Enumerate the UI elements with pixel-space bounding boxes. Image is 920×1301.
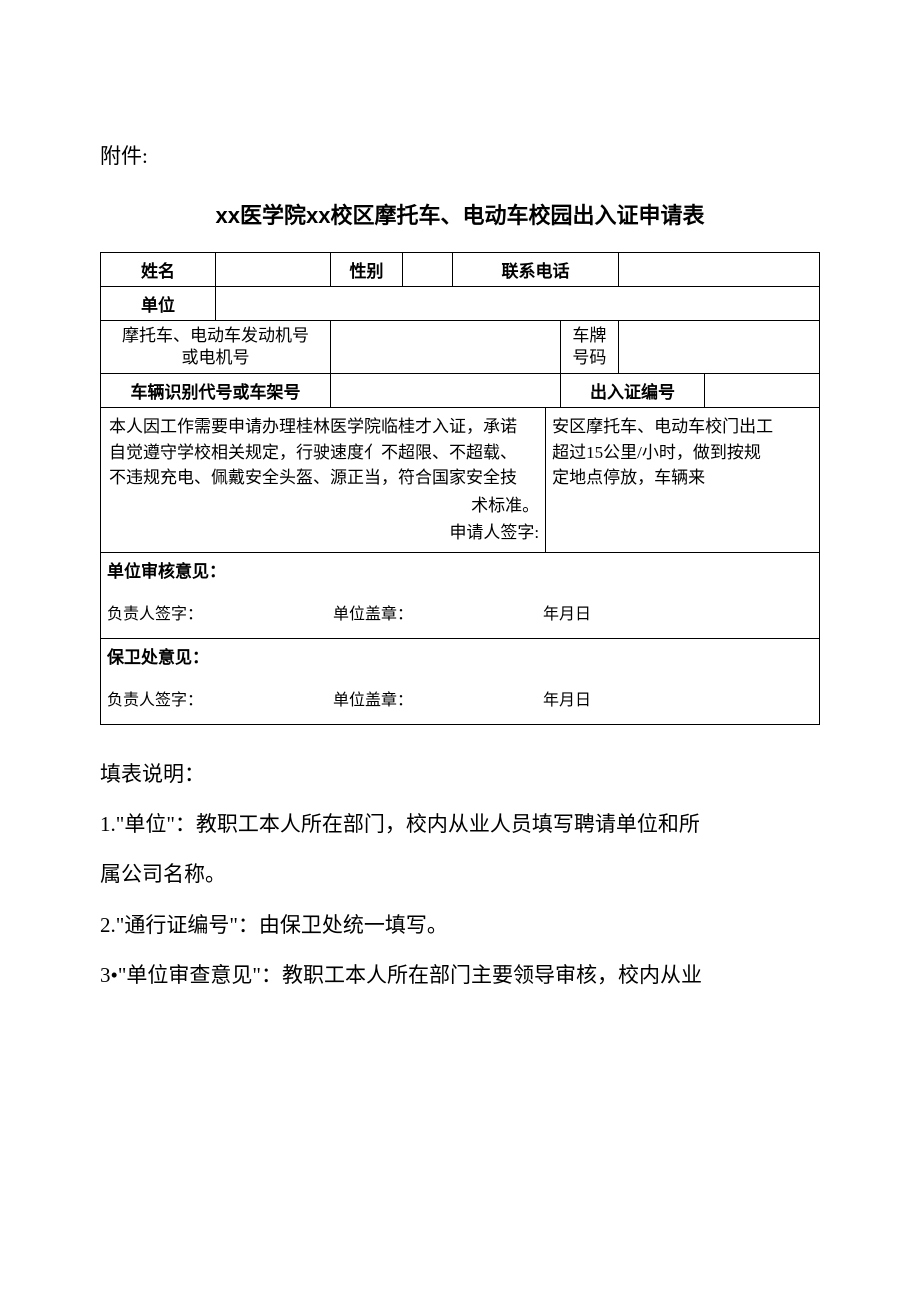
- promise-l4: 术标准。: [109, 493, 539, 519]
- form-title: xx医学院xx校区摩托车、电动车校园出入证申请表: [100, 198, 820, 230]
- opinion2-sig: 负责人签字：: [107, 686, 203, 710]
- instructions-1: 1."单位"：教职工本人所在部门，校内从业人员填写聘请单位和所: [100, 799, 820, 849]
- opinion2-date: 年月日: [543, 686, 591, 710]
- instructions-3: 3•"单位审查意见"：教职工本人所在部门主要领导审核，校内从业: [100, 950, 820, 1000]
- plate-label-l1: 车牌: [567, 325, 612, 347]
- promise-l1: 本人因工作需要申请办理桂林医学院临桂才入证，承诺: [109, 414, 539, 440]
- promise-r2: 超过15公里/小时，做到按规: [552, 440, 811, 466]
- plate-label: 车牌 号码: [561, 321, 619, 374]
- unit-value: [216, 287, 820, 321]
- plate-value: [618, 321, 819, 374]
- engine-value: [331, 321, 561, 374]
- opinion1-stamp: 单位盖章：: [333, 600, 413, 624]
- promise-left: 本人因工作需要申请办理桂林医学院临桂才入证，承诺 自觉遵守学校相关规定，行驶速度…: [101, 408, 546, 552]
- row-unit: 单位: [101, 287, 820, 321]
- opinion1-date: 年月日: [543, 600, 591, 624]
- application-form: 姓名 性别 联系电话 单位 摩托车、电动车发动机号 或电机号 车牌 号码 车辆识…: [100, 252, 820, 725]
- row-engine: 摩托车、电动车发动机号 或电机号 车牌 号码: [101, 321, 820, 374]
- row-opinion1: 单位审核意见： 负责人签字： 单位盖章： 年月日: [101, 552, 820, 638]
- gender-value: [402, 253, 452, 287]
- opinion2-title: 保卫处意见：: [107, 643, 813, 668]
- opinion1-title: 单位审核意见：: [107, 557, 813, 582]
- promise-r3: 定地点停放，车辆来: [552, 465, 811, 491]
- promise-l3: 不违规充电、佩戴安全头盔、源正当，符合国家安全技: [109, 465, 539, 491]
- promise-right: 安区摩托车、电动车校门出工 超过15公里/小时，做到按规 定地点停放，车辆来: [546, 408, 819, 552]
- opinion1-sig: 负责人签字：: [107, 600, 203, 624]
- opinion2-stamp: 单位盖章：: [333, 686, 413, 710]
- promise-sig: 申请人签字:: [109, 520, 539, 546]
- instructions-1b: 属公司名称。: [100, 849, 820, 899]
- row-vin: 车辆识别代号或车架号 出入证编号: [101, 374, 820, 408]
- passno-label: 出入证编号: [561, 374, 705, 408]
- passno-value: [704, 374, 819, 408]
- row-opinion2: 保卫处意见： 负责人签字： 单位盖章： 年月日: [101, 638, 820, 724]
- vin-value: [331, 374, 561, 408]
- name-value: [216, 253, 331, 287]
- promise-l2: 自觉遵守学校相关规定，行驶速度亻不超限、不超载、: [109, 440, 539, 466]
- instructions-2: 2."通行证编号"：由保卫处统一填写。: [100, 900, 820, 950]
- attachment-label: 附件:: [100, 140, 820, 170]
- engine-label: 摩托车、电动车发动机号 或电机号: [101, 321, 331, 374]
- gender-label: 性别: [331, 253, 403, 287]
- phone-label: 联系电话: [453, 253, 618, 287]
- instructions: 填表说明： 1."单位"：教职工本人所在部门，校内从业人员填写聘请单位和所 属公…: [100, 749, 820, 1001]
- row-name: 姓名 性别 联系电话: [101, 253, 820, 287]
- instructions-heading: 填表说明：: [100, 749, 820, 799]
- unit-label: 单位: [101, 287, 216, 321]
- promise-r1: 安区摩托车、电动车校门出工: [552, 414, 811, 440]
- plate-label-l2: 号码: [567, 347, 612, 369]
- name-label: 姓名: [101, 253, 216, 287]
- vin-label: 车辆识别代号或车架号: [101, 374, 331, 408]
- engine-label-l2: 或电机号: [107, 347, 324, 369]
- row-promise: 本人因工作需要申请办理桂林医学院临桂才入证，承诺 自觉遵守学校相关规定，行驶速度…: [101, 408, 820, 553]
- engine-label-l1: 摩托车、电动车发动机号: [107, 325, 324, 347]
- phone-value: [618, 253, 819, 287]
